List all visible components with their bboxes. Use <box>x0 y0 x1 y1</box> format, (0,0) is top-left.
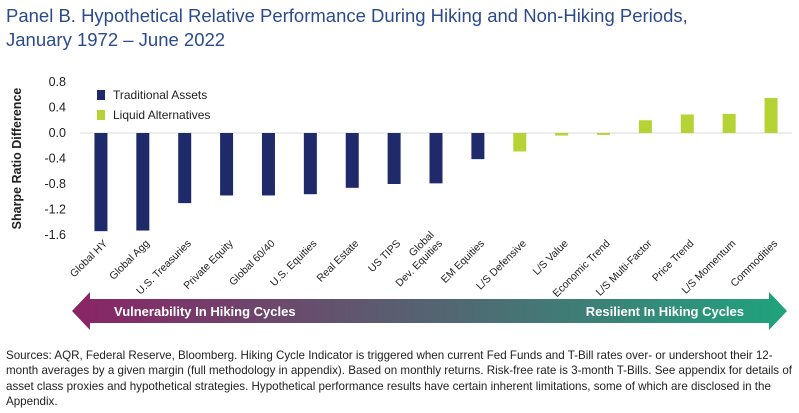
legend: Traditional Assets Liquid Alternatives <box>97 88 210 122</box>
y-axis: 0.8 0.4 0.0 -0.4 -0.8 -1.2 -1.6 Sharpe Ratio Di… <box>10 75 792 242</box>
x-tick-label-line: US TIPS <box>366 238 403 275</box>
bar-real-estate <box>345 133 359 188</box>
legend-swatch <box>97 90 105 100</box>
bar-l-s-momentum <box>722 113 736 133</box>
bar-global-60-40 <box>261 133 275 196</box>
arrow-left-label: Vulnerability In Hiking Cycles <box>114 304 296 319</box>
x-tick-label: Real Estate <box>314 238 361 285</box>
bar-global-agg <box>136 133 150 231</box>
y-tick-label: -1.2 <box>44 203 66 217</box>
y-tick-label: -0.8 <box>44 177 66 191</box>
y-tick-label: -1.6 <box>44 228 66 242</box>
panel-title-line-1: Panel B. Hypothetical Relative Performan… <box>6 5 688 26</box>
legend-label: Traditional Assets <box>113 88 207 102</box>
x-tick-label-line: Global HY <box>68 238 110 280</box>
y-tick-label: -0.4 <box>44 152 66 166</box>
x-tick-label-line: L/S Value <box>531 238 571 278</box>
legend-swatch <box>97 110 105 120</box>
bar-series <box>94 97 778 232</box>
x-tick-label: Global HY <box>68 238 110 280</box>
x-tick-label-line: Real Estate <box>314 238 361 285</box>
bar-l-s-multi-factor <box>638 120 652 133</box>
sharpe-ratio-bar-chart: 0.8 0.4 0.0 -0.4 -0.8 -1.2 -1.6 Sharpe Ratio Di… <box>10 75 792 330</box>
bar-l-s-defensive <box>513 133 527 152</box>
y-tick-label: 0.0 <box>49 126 66 140</box>
bar-u-s-equities <box>303 133 317 195</box>
x-tick-label-line: Global Agg <box>107 238 152 283</box>
bar-private-equity <box>220 133 234 196</box>
y-tick-label: 0.8 <box>49 75 66 89</box>
x-tick-label: Global Agg <box>107 238 152 283</box>
x-tick-label: US TIPS <box>366 238 403 275</box>
hiking-cycle-arrow: Vulnerability In Hiking Cycles Resilient … <box>72 292 787 330</box>
bar-economic-trend <box>597 133 611 135</box>
legend-label: Liquid Alternatives <box>113 108 210 122</box>
arrow-right-label: Resilient In Hiking Cycles <box>586 304 744 319</box>
sources-footnote: Sources: AQR, Federal Reserve, Bloomberg… <box>6 349 792 409</box>
panel-title: Panel B. Hypothetical Relative Performan… <box>6 4 796 52</box>
bar-em-equities <box>471 133 485 160</box>
y-axis-title: Sharpe Ratio Difference <box>10 88 24 230</box>
x-tick-label: L/S Value <box>531 238 571 278</box>
bar-global-dev-equities <box>429 133 443 184</box>
bar-global-hy <box>94 133 108 232</box>
bar-commodities <box>764 97 778 133</box>
bar-us-tips <box>387 133 401 184</box>
panel-title-line-2: January 1972 – June 2022 <box>6 29 226 50</box>
bar-l-s-value <box>555 133 569 136</box>
bar-price-trend <box>680 114 694 133</box>
bar-u-s-treasuries <box>178 133 192 204</box>
double-headed-arrow <box>72 292 787 330</box>
y-tick-label: 0.4 <box>49 101 66 115</box>
